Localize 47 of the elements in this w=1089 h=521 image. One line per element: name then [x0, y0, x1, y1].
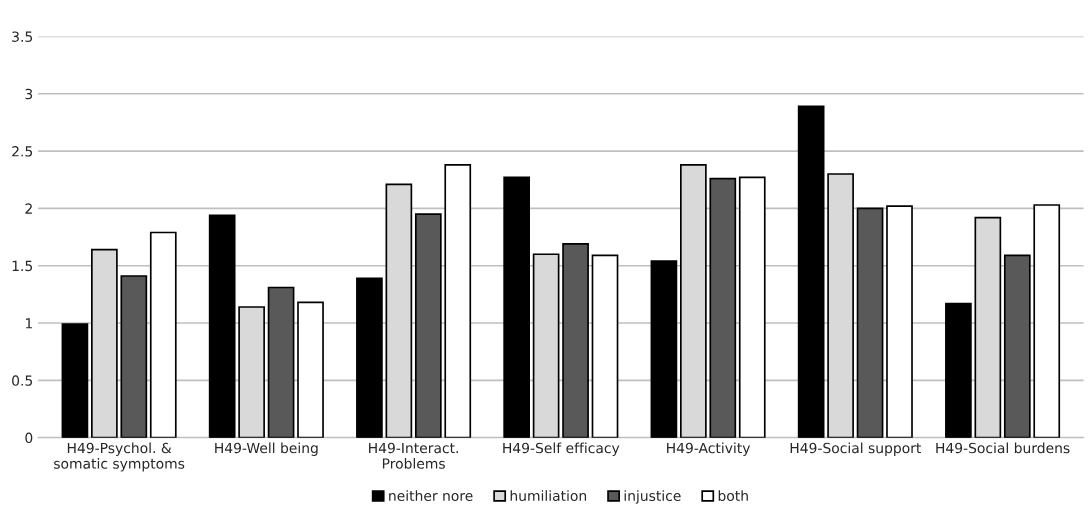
bar: [149, 231, 177, 438]
bar: [827, 173, 854, 438]
y-tick-label: 2: [25, 203, 32, 214]
bar: [797, 105, 825, 438]
bar: [650, 260, 678, 438]
bar: [1033, 204, 1061, 438]
bar: [945, 302, 972, 438]
legend-label: both: [718, 490, 748, 502]
x-tick-label: H49-Social support: [790, 442, 922, 456]
y-tick-label: 0.5: [12, 375, 33, 386]
x-tick-label: H49-Self efficacy: [503, 442, 620, 456]
y-tick-label: 3: [25, 88, 33, 100]
x-tick-label: H49-Social burdens: [936, 442, 1070, 454]
bar: [709, 177, 737, 438]
y-tick-label: 2.5: [12, 146, 33, 157]
bar: [591, 254, 619, 438]
bar: [385, 183, 413, 438]
bar: [356, 277, 383, 438]
bar: [974, 216, 1002, 438]
bar: [503, 176, 531, 438]
x-tick-label: H49-Activity: [667, 442, 751, 456]
y-tick-label: 1: [25, 318, 32, 329]
bar: [120, 275, 148, 438]
legend-label: humiliation: [510, 490, 587, 502]
y-tick-label: 0: [25, 432, 33, 444]
x-tick-label: H49-Psychol. & somatic symptoms: [54, 442, 185, 472]
x-tick-label: H49-Well being: [215, 442, 318, 456]
x-tick-label: H49-Interact. Problems: [369, 442, 458, 469]
bar: [856, 207, 884, 438]
y-tick-label: 1.5: [12, 260, 33, 272]
y-tick-label: 3.5: [12, 31, 33, 42]
bar: [208, 214, 236, 438]
bar: [91, 248, 118, 438]
bar: [238, 306, 265, 438]
bar: [562, 243, 589, 438]
bar: [1003, 254, 1031, 438]
legend-label: neither nore: [389, 490, 473, 502]
bar: [267, 286, 295, 438]
bar: [444, 164, 472, 438]
legend-label: injustice: [624, 490, 681, 504]
bar: [297, 301, 324, 438]
bar: [532, 253, 560, 438]
bar: [680, 164, 707, 438]
bar: [414, 213, 442, 438]
bar: [61, 323, 89, 438]
bar: [738, 176, 766, 438]
bar: [886, 205, 913, 438]
